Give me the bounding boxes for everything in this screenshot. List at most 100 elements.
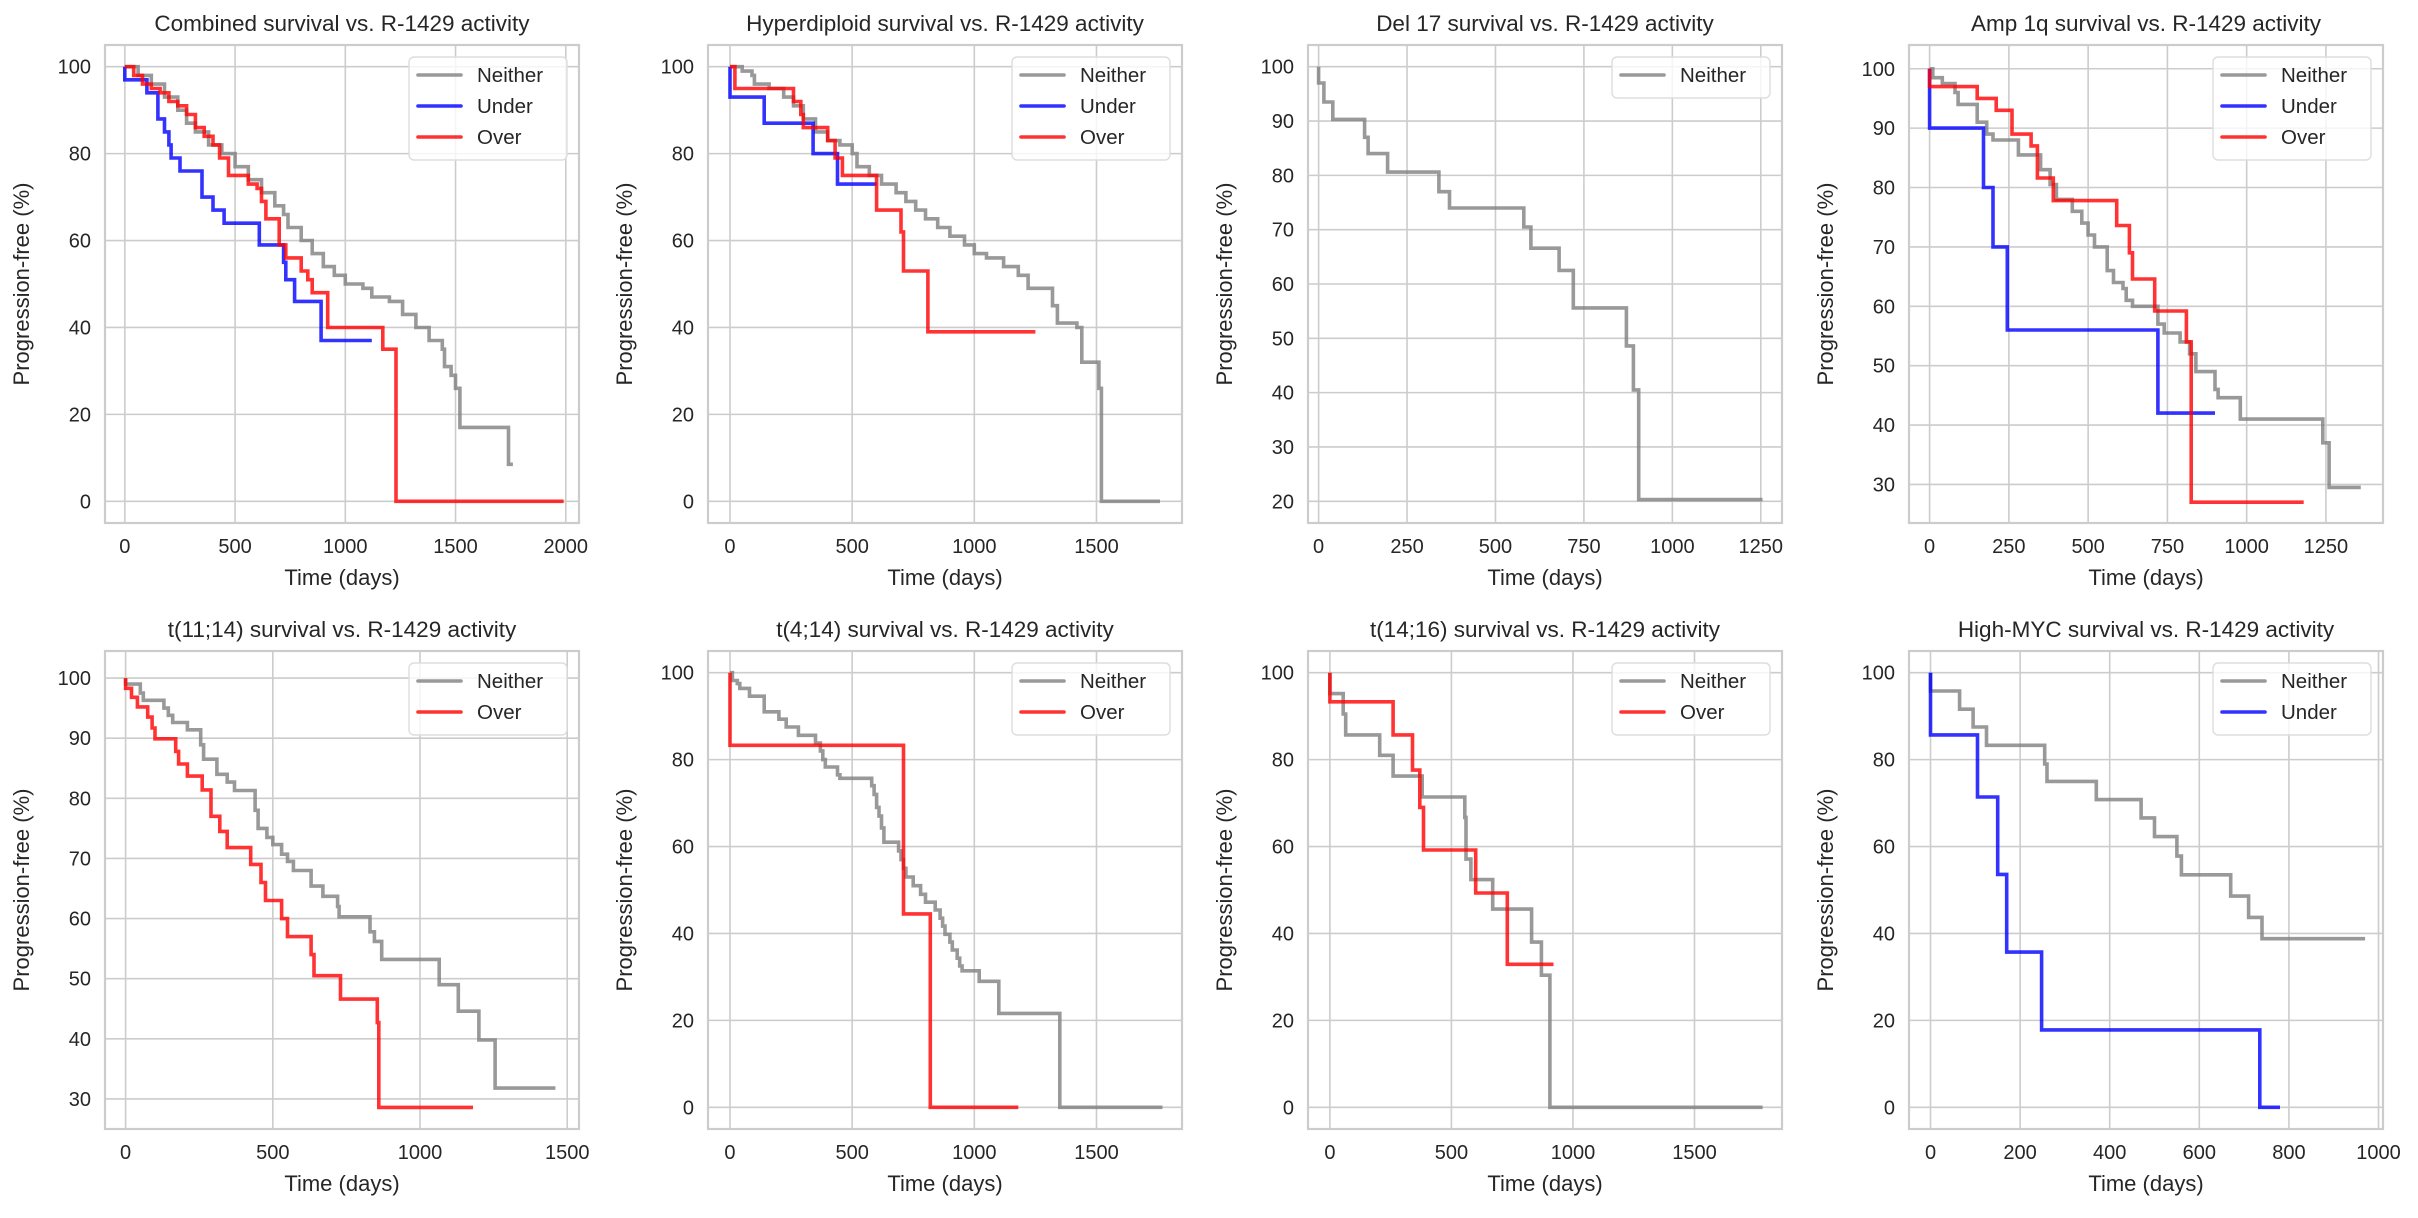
- x-tick-label: 1000: [952, 536, 997, 558]
- x-tick-label: 0: [1313, 536, 1324, 558]
- x-tick-label: 1500: [1074, 1142, 1119, 1164]
- y-tick-label: 90: [1873, 118, 1895, 140]
- x-tick-label: 500: [2071, 536, 2104, 558]
- x-tick-label: 1000: [2356, 1142, 2401, 1164]
- x-tick-label: 500: [1479, 536, 1512, 558]
- chart-title: Del 17 survival vs. R-1429 activity: [1376, 11, 1714, 36]
- x-axis-label: Time (days): [284, 1171, 399, 1196]
- legend-label: Over: [1080, 126, 1125, 149]
- legend: Neither Under Over: [408, 56, 568, 161]
- y-tick-label: 90: [1272, 111, 1294, 133]
- x-axis-label: Time (days): [2088, 1171, 2203, 1196]
- axes-frame: [1306, 649, 1784, 1131]
- chart-panel: High-MYC survival vs. R-1429 activity 0 20…: [1813, 617, 2401, 1196]
- survival-curve-neither: [1316, 66, 1763, 502]
- survival-curve-neither: [124, 64, 513, 467]
- y-tick-label: 40: [1272, 923, 1294, 945]
- y-axis-label: Progression-free (%): [1813, 789, 1838, 992]
- survival-curve-over: [123, 678, 473, 1110]
- x-axis-label: Time (days): [887, 1171, 1002, 1196]
- y-tick-label: 80: [1272, 750, 1294, 772]
- x-tick-label: 500: [256, 1142, 289, 1164]
- y-axis-label: Progression-free (%): [612, 183, 637, 386]
- y-tick-label: 40: [1873, 923, 1895, 945]
- y-tick-label: 60: [1873, 837, 1895, 859]
- legend: Neither: [1611, 56, 1771, 99]
- legend-label: Neither: [1080, 670, 1146, 693]
- chart-title: High-MYC survival vs. R-1429 activity: [1958, 617, 2335, 642]
- x-tick-label: 400: [2093, 1142, 2126, 1164]
- axes-frame: [706, 43, 1184, 525]
- chart-title: t(14;16) survival vs. R-1429 activity: [1370, 617, 1721, 642]
- y-tick-label: 100: [1261, 663, 1294, 685]
- legend-label: Neither: [2281, 64, 2347, 87]
- y-tick-label: 90: [69, 728, 91, 750]
- legend-label: Over: [1080, 701, 1125, 724]
- y-tick-label: 50: [1272, 328, 1294, 350]
- axes-frame: [1907, 649, 2385, 1131]
- y-tick-label: 0: [80, 491, 91, 513]
- y-tick-label: 40: [1873, 415, 1895, 437]
- chart-title: Amp 1q survival vs. R-1429 activity: [1971, 11, 2322, 36]
- y-tick-label: 20: [672, 404, 694, 426]
- legend-label: Neither: [2281, 670, 2347, 693]
- x-tick-label: 750: [2151, 536, 2184, 558]
- y-tick-label: 30: [1272, 437, 1294, 459]
- survival-curve-neither: [1928, 672, 2366, 941]
- survival-curve-under: [1928, 672, 2280, 1110]
- legend-box: [1611, 56, 1771, 99]
- x-tick-label: 1000: [2224, 536, 2269, 558]
- y-axis-label: Progression-free (%): [1813, 183, 1838, 386]
- y-tick-label: 0: [1884, 1097, 1895, 1119]
- y-tick-label: 20: [672, 1010, 694, 1032]
- x-tick-label: 1000: [952, 1142, 997, 1164]
- y-tick-label: 100: [1862, 663, 1895, 685]
- y-tick-label: 80: [69, 788, 91, 810]
- y-tick-label: 80: [672, 750, 694, 772]
- legend-label: Neither: [1680, 64, 1746, 87]
- y-tick-label: 70: [69, 848, 91, 870]
- y-axis-label: Progression-free (%): [1212, 183, 1237, 386]
- legend-label: Neither: [1080, 64, 1146, 87]
- x-tick-label: 1500: [433, 536, 478, 558]
- survival-curve-over: [730, 64, 1036, 334]
- y-tick-label: 20: [1272, 491, 1294, 513]
- legend-label: Neither: [1680, 670, 1746, 693]
- y-tick-label: 70: [1873, 237, 1895, 259]
- legend-label: Under: [2281, 701, 2337, 724]
- y-tick-label: 100: [1261, 57, 1294, 79]
- y-tick-label: 20: [69, 404, 91, 426]
- y-tick-label: 30: [1873, 474, 1895, 496]
- y-tick-label: 100: [661, 663, 694, 685]
- legend: Neither Under Over: [2212, 56, 2372, 161]
- legend: Neither Over: [1011, 662, 1171, 736]
- y-tick-label: 40: [672, 317, 694, 339]
- x-tick-label: 0: [724, 1142, 735, 1164]
- y-axis-label: Progression-free (%): [1212, 789, 1237, 992]
- x-tick-label: 800: [2272, 1142, 2305, 1164]
- x-tick-label: 1500: [1074, 536, 1119, 558]
- x-tick-label: 600: [2183, 1142, 2216, 1164]
- y-tick-label: 80: [69, 144, 91, 166]
- y-tick-label: 40: [1272, 383, 1294, 405]
- x-tick-label: 750: [1567, 536, 1600, 558]
- y-tick-label: 80: [1873, 178, 1895, 200]
- chart-panel: t(14;16) survival vs. R-1429 activity 0 50…: [1212, 617, 1784, 1196]
- x-tick-label: 500: [1435, 1142, 1468, 1164]
- y-tick-label: 0: [1283, 1097, 1294, 1119]
- y-tick-label: 60: [1873, 296, 1895, 318]
- x-tick-label: 500: [218, 536, 251, 558]
- x-tick-label: 0: [1925, 1142, 1936, 1164]
- chart-panel: Amp 1q survival vs. R-1429 activity 0 250 5…: [1813, 11, 2385, 590]
- x-tick-label: 1250: [1739, 536, 1784, 558]
- survival-curve-over: [124, 64, 564, 504]
- axes-frame: [1306, 43, 1784, 525]
- y-axis-label: Progression-free (%): [9, 789, 34, 992]
- survival-curve-over: [728, 672, 1019, 1110]
- x-tick-label: 500: [835, 536, 868, 558]
- x-tick-label: 0: [120, 1142, 131, 1164]
- y-tick-label: 40: [69, 317, 91, 339]
- legend-box: [408, 56, 568, 161]
- x-tick-label: 1000: [1551, 1142, 1596, 1164]
